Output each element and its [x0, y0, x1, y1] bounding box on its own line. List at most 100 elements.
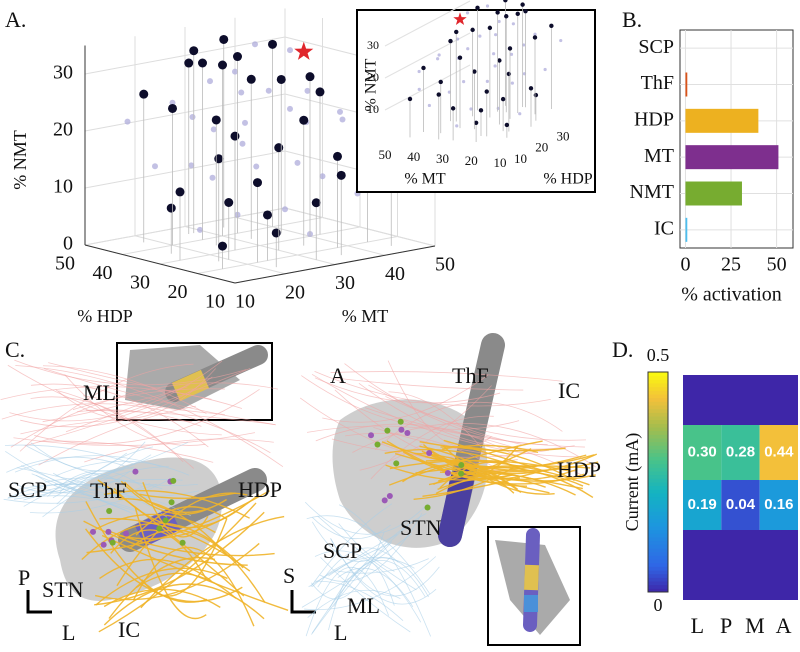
- fiber: [304, 501, 429, 535]
- image-label: STN: [400, 515, 442, 540]
- point: [166, 203, 176, 213]
- fiber: [11, 441, 146, 494]
- fiber: [359, 385, 492, 471]
- fiber: [103, 490, 250, 519]
- fiber: [358, 382, 575, 450]
- point: [455, 124, 459, 128]
- colorbar-slice: [648, 551, 668, 556]
- brain-renderings: [0, 333, 599, 646]
- fiber: [39, 440, 214, 463]
- colorbar-slice: [648, 588, 668, 593]
- fiber: [311, 556, 415, 588]
- fiber: [56, 446, 154, 505]
- fiber: [314, 371, 551, 407]
- point: [533, 32, 537, 36]
- neuron: [386, 492, 393, 499]
- fiber: [14, 455, 161, 473]
- fiber: [120, 480, 208, 515]
- fiber: [33, 470, 131, 494]
- neuron: [444, 469, 451, 476]
- colorbar-slice: [648, 449, 668, 454]
- cell-label: 0.44: [764, 443, 794, 460]
- image-label: STN: [42, 577, 84, 602]
- point: [294, 159, 301, 166]
- point: [218, 60, 227, 70]
- point: [500, 96, 506, 102]
- image-label: HDP: [557, 457, 601, 482]
- colorbar-slice: [648, 562, 668, 567]
- point: [473, 120, 479, 125]
- point: [454, 29, 459, 35]
- point: [509, 52, 514, 56]
- fiber: [103, 583, 265, 626]
- x-tick-label: 40: [407, 149, 420, 164]
- z-tick-label: 30: [367, 38, 379, 52]
- fiber: [47, 470, 143, 497]
- z-tick-label: 20: [53, 119, 73, 141]
- point: [520, 2, 525, 7]
- fiber: [322, 374, 489, 423]
- fiber: [374, 402, 563, 450]
- point: [407, 96, 413, 102]
- colorbar-slice: [648, 460, 668, 465]
- colorbar-slice: [648, 452, 668, 457]
- point: [188, 162, 195, 169]
- fiber: [7, 441, 189, 499]
- fiber: [311, 513, 427, 634]
- z-tick-label: 10: [367, 102, 379, 116]
- point: [189, 46, 199, 56]
- colorbar-slice: [648, 375, 668, 380]
- fiber: [439, 454, 587, 474]
- fiber: [352, 422, 597, 468]
- point: [333, 151, 342, 161]
- z-tick-label: 0: [63, 233, 73, 255]
- colorbar-slice: [648, 430, 668, 435]
- colorbar-slice: [648, 379, 668, 384]
- point: [265, 87, 272, 94]
- point: [253, 163, 260, 170]
- point: [233, 52, 242, 62]
- fiber: [30, 383, 209, 448]
- neuron: [381, 497, 388, 504]
- fiber: [6, 456, 139, 473]
- point: [339, 116, 346, 123]
- y-tick-label: 30: [130, 272, 150, 294]
- fiber: [44, 477, 163, 490]
- fiber: [306, 425, 582, 475]
- colorbar-slice: [648, 515, 668, 520]
- y-axis: [84, 244, 236, 284]
- colorbar-slice: [648, 566, 668, 571]
- colorbar-slice: [648, 471, 668, 476]
- y-tick-label: MT: [644, 145, 674, 167]
- fiber: [304, 556, 437, 611]
- colorbar-slice: [648, 386, 668, 391]
- y-tick-label: 40: [93, 262, 113, 284]
- colorbar-slice: [648, 372, 668, 377]
- point: [503, 0, 508, 3]
- point: [475, 5, 480, 11]
- neuron: [368, 432, 375, 439]
- point: [189, 114, 196, 121]
- point: [507, 46, 513, 51]
- neuron: [374, 441, 381, 448]
- point: [253, 178, 262, 188]
- colorbar-slice: [648, 412, 668, 417]
- point: [209, 174, 216, 181]
- fiber: [311, 524, 410, 635]
- point: [448, 38, 453, 44]
- point: [510, 81, 514, 85]
- y-axis-label: % HDP: [543, 171, 592, 188]
- fiber: [311, 373, 582, 458]
- colorbar-slice: [648, 504, 668, 509]
- point: [271, 228, 281, 238]
- heatmap-cell: [759, 425, 798, 480]
- fiber: [42, 365, 207, 415]
- point: [427, 103, 431, 108]
- grid-line: [384, 32, 471, 79]
- point: [497, 19, 501, 24]
- colorbar-slice: [648, 544, 668, 549]
- fiber: [20, 376, 213, 428]
- point: [484, 89, 489, 94]
- neuron: [100, 541, 107, 548]
- colorbar-slice: [648, 438, 668, 443]
